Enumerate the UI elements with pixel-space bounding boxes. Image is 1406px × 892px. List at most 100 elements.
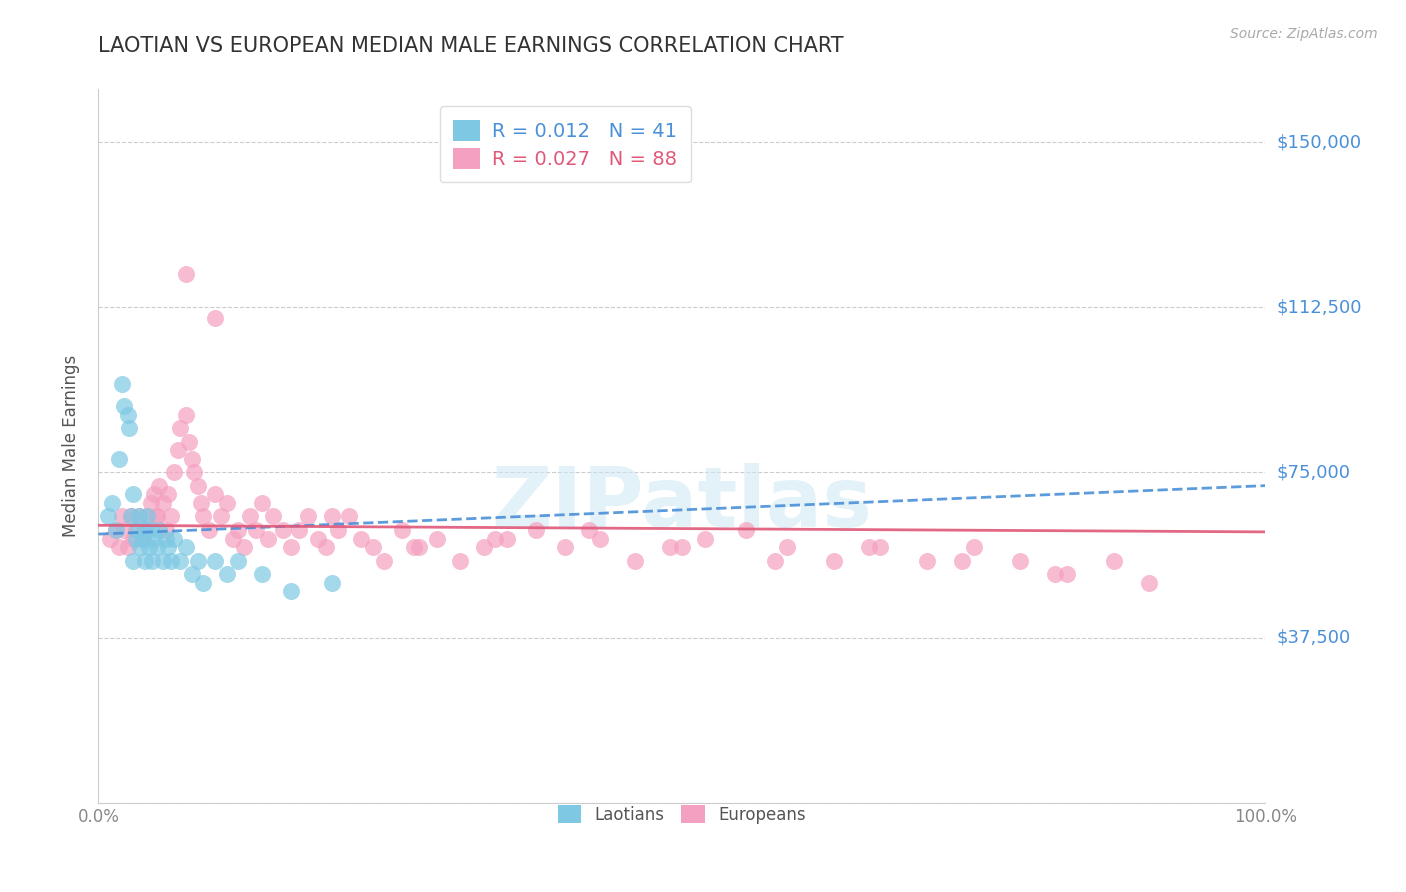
Point <box>125 532 148 546</box>
Point <box>215 566 238 581</box>
Point <box>250 496 273 510</box>
Point <box>157 541 180 555</box>
Point <box>589 532 612 546</box>
Point <box>280 541 302 555</box>
Point <box>484 532 506 546</box>
Point <box>1010 553 1032 567</box>
Point <box>280 584 302 599</box>
Point <box>143 487 166 501</box>
Point <box>915 553 938 567</box>
Point <box>735 523 758 537</box>
Point <box>209 509 232 524</box>
Text: LAOTIAN VS EUROPEAN MEDIAN MALE EARNINGS CORRELATION CHART: LAOTIAN VS EUROPEAN MEDIAN MALE EARNINGS… <box>98 36 844 55</box>
Point <box>183 466 205 480</box>
Point <box>472 541 495 555</box>
Point <box>193 575 215 590</box>
Point <box>361 541 384 555</box>
Point <box>146 541 169 555</box>
Point <box>128 509 150 524</box>
Point <box>659 541 682 555</box>
Point <box>174 541 197 555</box>
Point <box>496 532 519 546</box>
Point <box>159 553 181 567</box>
Point <box>1102 553 1125 567</box>
Point <box>776 541 799 555</box>
Point <box>250 566 273 581</box>
Point <box>138 541 160 555</box>
Y-axis label: Median Male Earnings: Median Male Earnings <box>62 355 80 537</box>
Point <box>256 532 278 546</box>
Text: $37,500: $37,500 <box>1277 629 1351 647</box>
Text: ZIPatlas: ZIPatlas <box>492 463 872 543</box>
Point <box>134 523 156 537</box>
Point <box>111 509 134 524</box>
Point <box>449 553 471 567</box>
Point <box>180 566 202 581</box>
Point <box>169 421 191 435</box>
Point <box>169 553 191 567</box>
Point <box>228 553 250 567</box>
Point <box>215 496 238 510</box>
Point <box>122 553 145 567</box>
Point <box>869 541 891 555</box>
Text: Source: ZipAtlas.com: Source: ZipAtlas.com <box>1230 27 1378 41</box>
Point <box>163 532 186 546</box>
Point <box>159 509 181 524</box>
Point <box>146 509 169 524</box>
Point <box>408 541 430 555</box>
Point <box>402 541 425 555</box>
Point <box>307 532 329 546</box>
Point <box>155 523 177 537</box>
Point <box>122 487 145 501</box>
Point <box>146 509 169 524</box>
Point <box>221 532 243 546</box>
Point <box>174 267 197 281</box>
Point <box>321 575 343 590</box>
Point <box>163 466 186 480</box>
Point <box>104 523 127 537</box>
Point <box>120 509 142 524</box>
Point <box>193 509 215 524</box>
Point <box>139 496 162 510</box>
Point <box>101 496 124 510</box>
Point <box>239 509 262 524</box>
Point <box>350 532 373 546</box>
Point <box>122 532 145 546</box>
Point <box>174 408 197 422</box>
Point <box>111 377 134 392</box>
Point <box>187 478 209 492</box>
Text: $150,000: $150,000 <box>1277 133 1361 151</box>
Point <box>962 541 984 555</box>
Point <box>187 553 209 567</box>
Point <box>228 523 250 537</box>
Point <box>125 523 148 537</box>
Point <box>97 509 120 524</box>
Point <box>132 532 155 546</box>
Point <box>695 532 717 546</box>
Point <box>179 434 201 449</box>
Point <box>554 541 576 555</box>
Point <box>337 509 360 524</box>
Point <box>108 452 131 467</box>
Point <box>180 452 202 467</box>
Point <box>858 541 880 555</box>
Point <box>315 541 337 555</box>
Point <box>118 421 141 435</box>
Point <box>426 532 449 546</box>
Legend: Laotians, Europeans: Laotians, Europeans <box>544 792 820 838</box>
Point <box>190 496 212 510</box>
Point <box>271 523 294 537</box>
Point <box>112 523 135 537</box>
Point <box>288 523 311 537</box>
Point <box>321 509 343 524</box>
Point <box>198 523 221 537</box>
Point <box>763 553 786 567</box>
Text: $112,500: $112,500 <box>1277 298 1362 317</box>
Point <box>117 541 139 555</box>
Point <box>108 541 131 555</box>
Point <box>204 487 226 501</box>
Point <box>1056 566 1078 581</box>
Text: $75,000: $75,000 <box>1277 464 1351 482</box>
Point <box>297 509 319 524</box>
Point <box>134 523 156 537</box>
